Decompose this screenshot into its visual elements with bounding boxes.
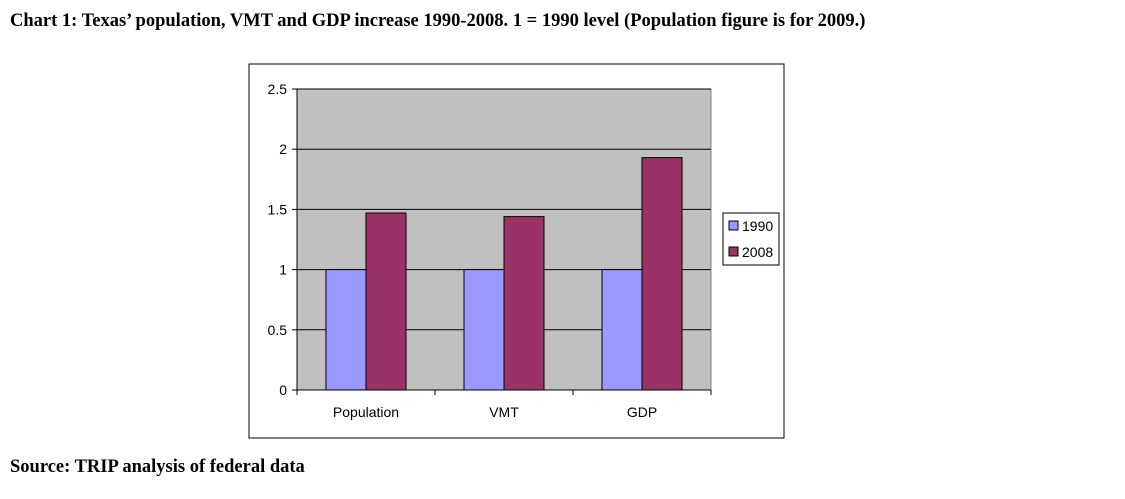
x-tick-label: VMT: [489, 404, 519, 420]
y-tick-label: 0.5: [268, 322, 288, 338]
x-axis: Population VMT GDP: [296, 389, 712, 420]
bar-population-1990: [325, 269, 367, 391]
x-tick-label: GDP: [627, 404, 657, 420]
bars: [325, 157, 683, 391]
y-tick-label: 0: [279, 382, 287, 398]
legend-swatch-2008: [728, 246, 739, 257]
chart-caption: Chart 1: Texas’ population, VMT and GDP …: [10, 11, 866, 31]
y-axis: 0 0.5 1 1.5 2 2.5: [268, 81, 298, 398]
x-tick-label: Population: [333, 404, 399, 420]
source-note: Source: TRIP analysis of federal data: [10, 457, 305, 477]
bar-vmt-1990: [463, 269, 505, 391]
y-tick-label: 2.5: [268, 81, 288, 97]
y-tick-label: 1.5: [268, 201, 288, 217]
bar-gdp-1990: [601, 269, 643, 391]
bar-vmt-2008: [503, 216, 545, 391]
bar-population-2008: [365, 212, 407, 391]
legend-label-2008: 2008: [742, 244, 773, 260]
legend: 1990 2008: [722, 212, 780, 266]
legend-label-1990: 1990: [742, 218, 773, 234]
bar-gdp-2008: [641, 157, 683, 391]
y-tick-label: 1: [279, 262, 287, 278]
y-tick-label: 2: [279, 141, 287, 157]
legend-swatch-1990: [728, 220, 739, 231]
